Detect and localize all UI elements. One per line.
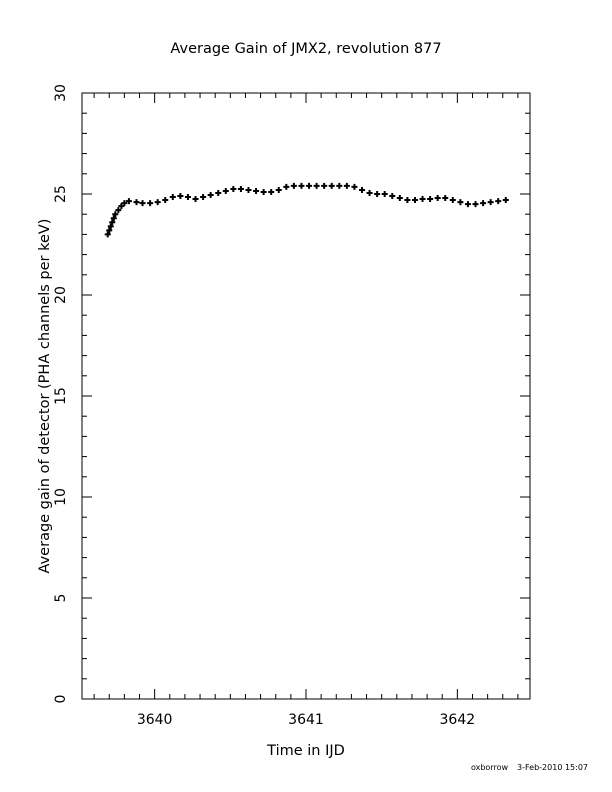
data-point [200,194,207,201]
data-point [457,199,464,206]
data-point [487,199,494,206]
data-point [449,197,456,204]
data-point [104,231,111,238]
data-point [404,197,411,204]
data-point [139,200,146,207]
data-point [253,187,260,194]
data-point [442,195,449,202]
footer-timestamp: 3-Feb-2010 15:07 [517,763,588,772]
data-point [184,194,191,201]
y-axis-label: Average gain of detector (PHA channels p… [37,219,53,574]
y-tick-label: 25 [53,185,69,203]
data-point [177,193,184,200]
data-point [306,182,313,189]
data-point [290,182,297,189]
data-point [343,182,350,189]
data-point [336,182,343,189]
data-point [283,183,290,190]
data-point [366,189,373,196]
y-tick-label: 30 [53,84,69,102]
x-axis-ticks [93,93,519,699]
data-point [321,182,328,189]
data-point [359,186,365,193]
data-point [275,186,282,193]
data-point [268,188,275,195]
x-tick-label: 3640 [137,712,173,728]
y-axis-tick-labels: 0 5 10 15 20 25 30 [53,84,69,703]
data-point [298,182,305,189]
data-point [502,197,509,204]
data-point [245,186,252,193]
data-point [411,197,418,204]
data-point [351,183,358,190]
data-point [237,185,244,192]
y-tick-label: 15 [53,387,69,405]
data-point [162,197,169,204]
chart-title: Average Gain of JMX2, revolution 877 [170,41,441,57]
data-point [328,182,335,189]
data-point [313,182,320,189]
data-point [112,211,119,218]
data-point [107,223,114,230]
y-tick-label: 20 [53,286,69,304]
plot-frame [81,92,531,700]
y-axis-ticks [82,92,530,700]
data-point [260,188,267,195]
data-point [110,215,117,222]
data-point [147,200,154,207]
data-point [109,219,116,226]
data-point [472,201,479,208]
data-point [106,227,113,234]
data-point [125,198,132,205]
data-point [381,191,388,197]
x-tick-label: 3642 [440,712,476,728]
data-point [222,187,229,194]
data-points [104,182,509,238]
data-point [374,191,381,197]
data-point [133,199,140,206]
footer-stamp: oxborrow 3-Feb-2010 15:07 [471,763,588,772]
x-axis-tick-labels: 3640 3641 3642 [137,712,475,728]
data-point [396,195,403,202]
data-point [118,203,125,210]
data-point [192,196,199,203]
data-point [389,193,396,200]
footer-user: oxborrow [471,763,509,772]
y-tick-label: 0 [53,695,69,704]
y-tick-label: 10 [53,488,69,506]
data-point [207,192,214,199]
data-point [121,200,128,207]
data-point [495,198,502,205]
data-point [169,194,176,201]
data-point [434,195,441,202]
data-point [480,200,487,207]
x-axis-label: Time in IJD [266,743,345,759]
data-point [427,196,434,203]
y-tick-label: 5 [53,594,69,603]
data-point [215,189,222,196]
data-point [230,185,237,192]
x-tick-label: 3641 [288,712,324,728]
data-point [419,196,426,203]
data-point [464,201,471,208]
data-point [115,207,122,214]
data-point [154,199,161,206]
